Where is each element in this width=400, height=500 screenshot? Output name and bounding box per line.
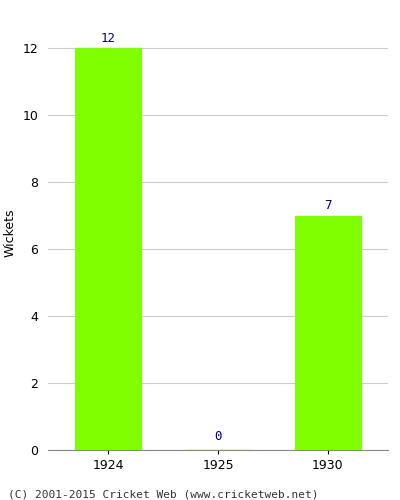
Text: 0: 0 [214, 430, 222, 444]
Text: 12: 12 [101, 32, 116, 45]
Text: 7: 7 [324, 200, 332, 212]
Bar [76, 48, 141, 450]
Bar [295, 216, 360, 450]
Y-axis label: Wickets: Wickets [4, 208, 17, 257]
Text: (C) 2001-2015 Cricket Web (www.cricketweb.net): (C) 2001-2015 Cricket Web (www.cricketwe… [8, 490, 318, 500]
